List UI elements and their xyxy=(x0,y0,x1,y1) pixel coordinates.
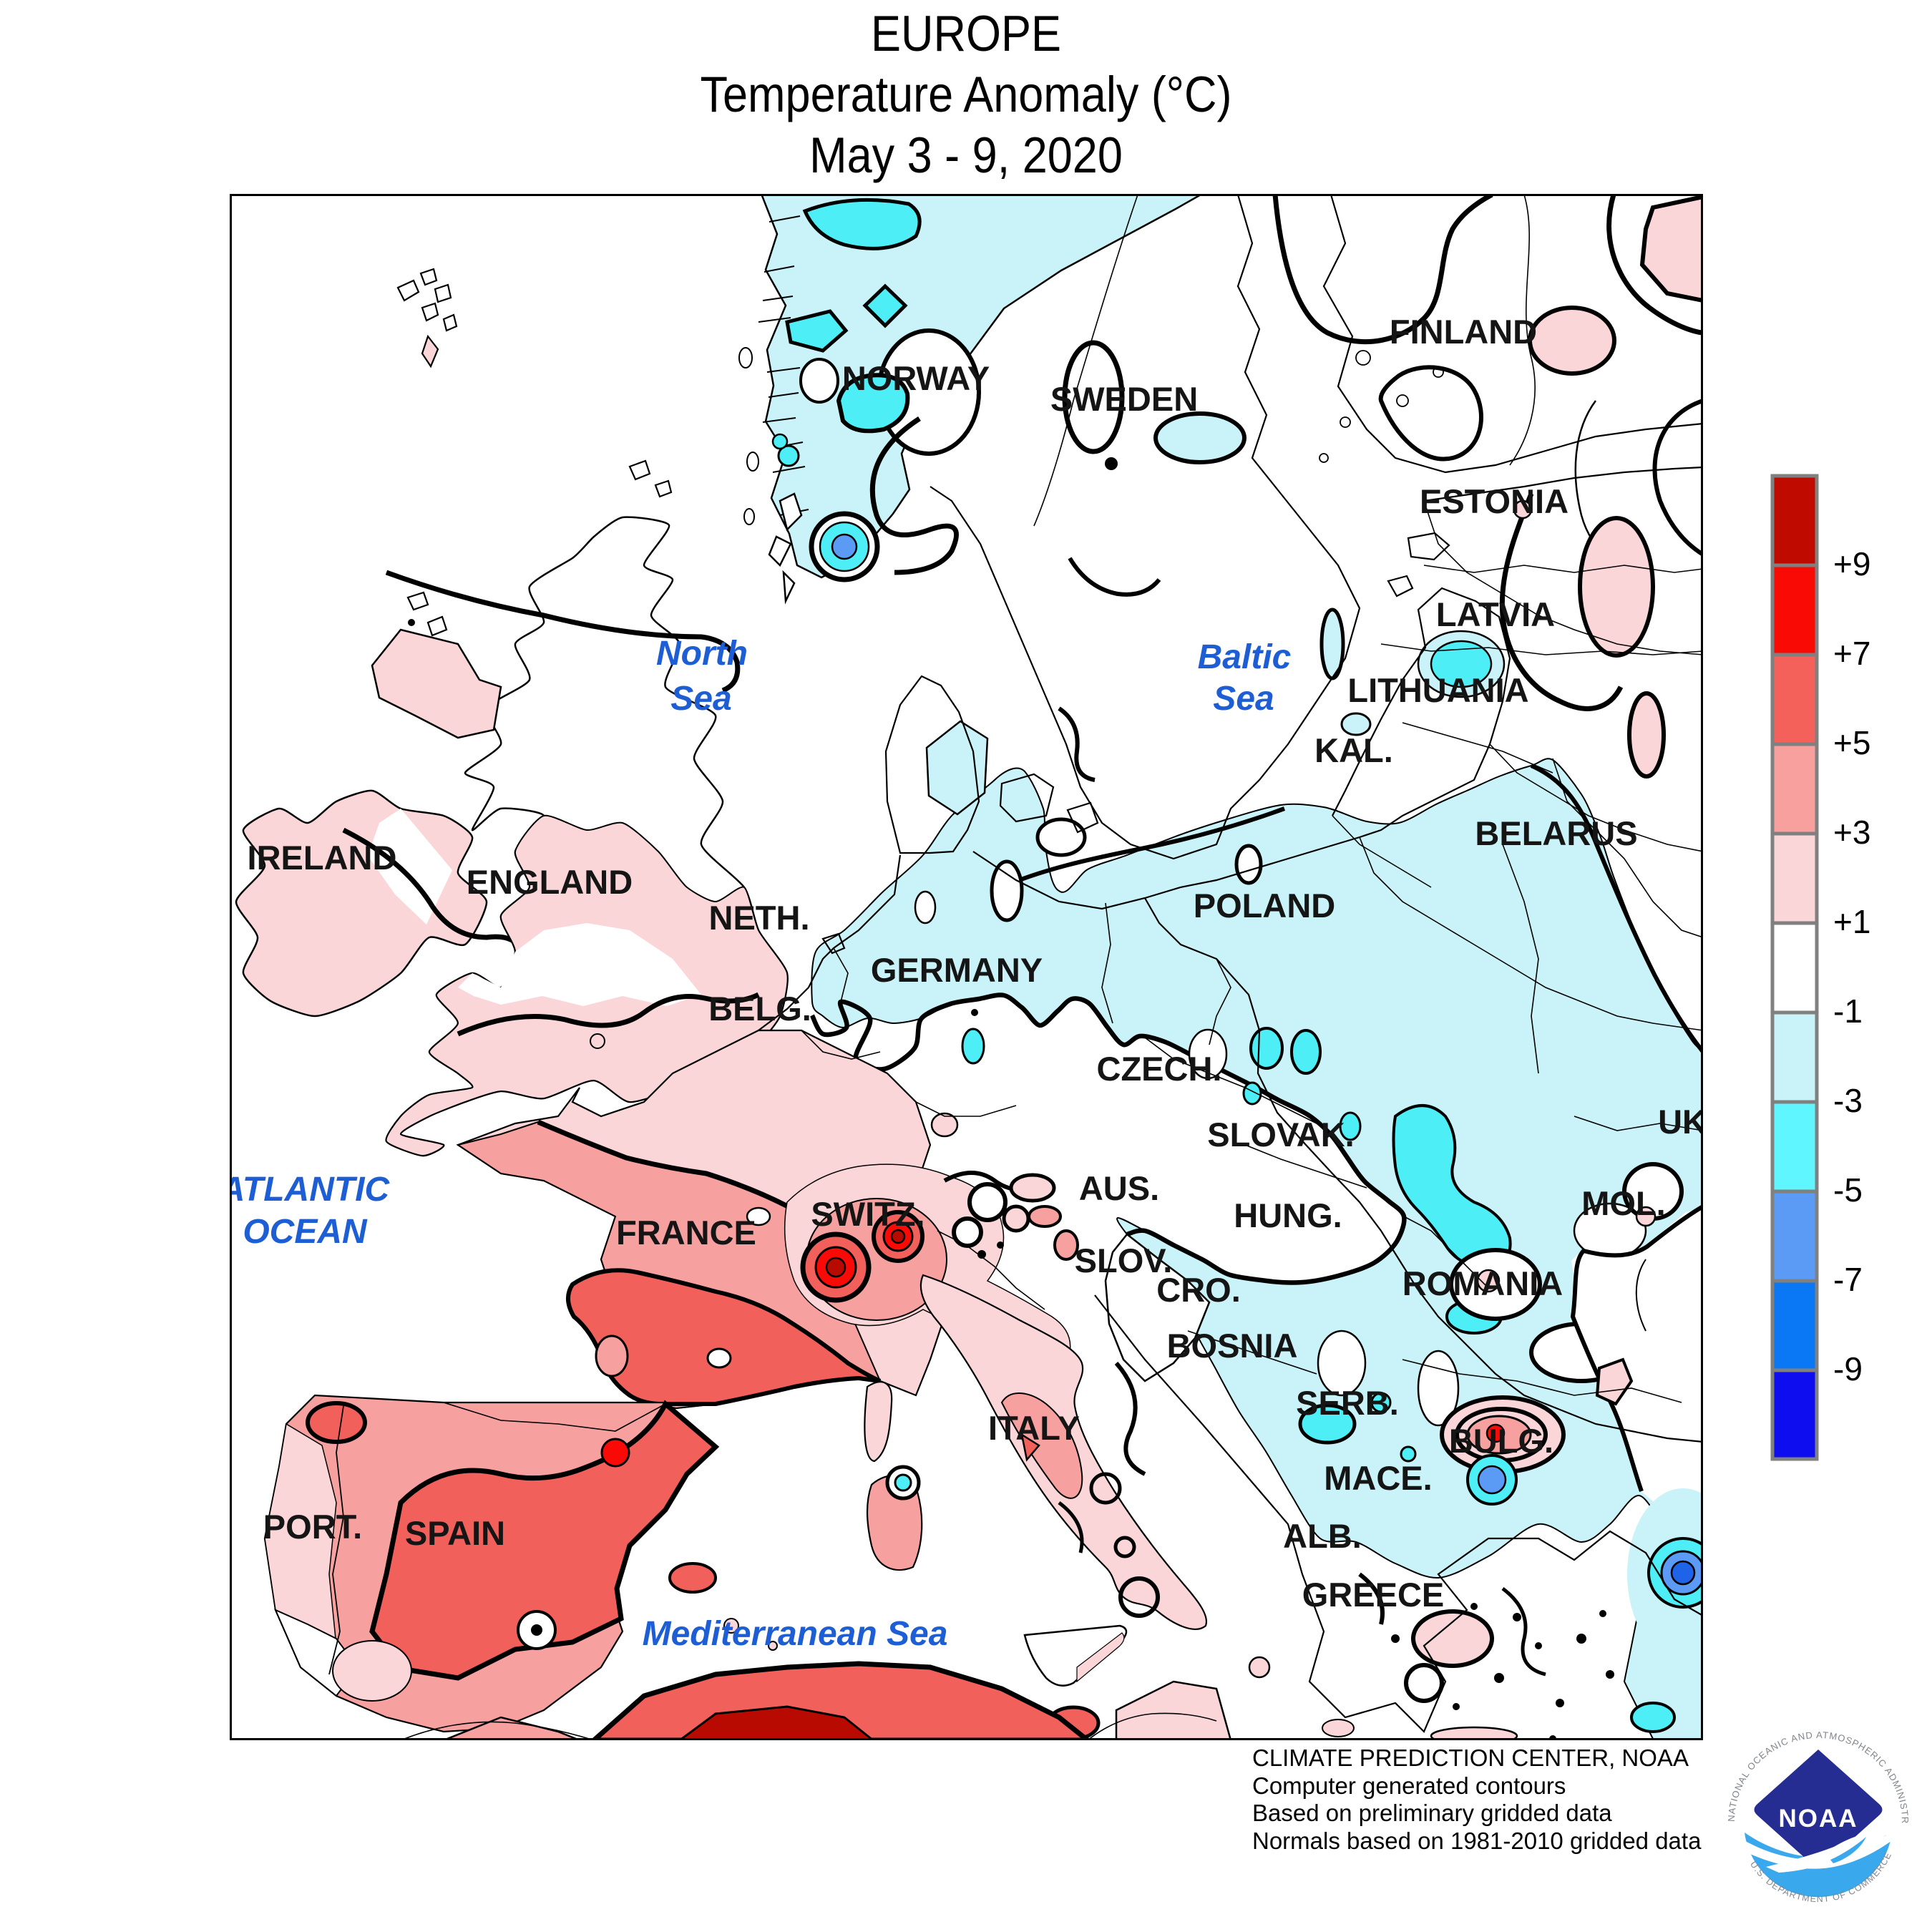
svg-text:SERB.: SERB. xyxy=(1296,1384,1399,1422)
svg-text:BELG.: BELG. xyxy=(708,990,811,1028)
svg-text:HUNG.: HUNG. xyxy=(1234,1196,1342,1234)
svg-text:NOAA: NOAA xyxy=(1778,1805,1858,1833)
svg-text:North: North xyxy=(656,635,748,673)
svg-text:ITALY: ITALY xyxy=(988,1409,1080,1447)
svg-text:CZECH.: CZECH. xyxy=(1097,1050,1222,1088)
svg-text:NORWAY: NORWAY xyxy=(842,359,990,397)
svg-text:Mediterranean Sea: Mediterranean Sea xyxy=(643,1615,948,1653)
svg-text:SWITZ.: SWITZ. xyxy=(811,1195,924,1233)
svg-text:Baltic: Baltic xyxy=(1198,638,1292,676)
svg-text:OCEAN: OCEAN xyxy=(243,1213,368,1251)
svg-text:ESTONIA: ESTONIA xyxy=(1420,482,1568,520)
svg-text:KAL.: KAL. xyxy=(1314,731,1393,769)
svg-text:LITHUANIA: LITHUANIA xyxy=(1347,671,1528,709)
svg-text:FINLAND: FINLAND xyxy=(1390,313,1537,351)
svg-text:ALB.: ALB. xyxy=(1283,1517,1362,1555)
svg-text:AUS.: AUS. xyxy=(1079,1169,1159,1207)
svg-text:SWEDEN: SWEDEN xyxy=(1050,380,1198,418)
svg-text:LATVIA: LATVIA xyxy=(1436,595,1555,633)
svg-text:UKR: UKR xyxy=(1658,1103,1703,1141)
svg-text:IRELAND: IRELAND xyxy=(248,839,397,877)
svg-text:SLOVAK.: SLOVAK. xyxy=(1207,1116,1354,1153)
svg-text:POLAND: POLAND xyxy=(1194,887,1335,924)
svg-text:BELARUS: BELARUS xyxy=(1475,814,1637,852)
svg-text:Sea: Sea xyxy=(670,680,731,718)
svg-text:NETH.: NETH. xyxy=(709,899,810,937)
svg-text:ENGLAND: ENGLAND xyxy=(467,863,633,901)
svg-text:GERMANY: GERMANY xyxy=(871,951,1043,989)
svg-text:Sea: Sea xyxy=(1213,680,1274,718)
svg-text:BOSNIA: BOSNIA xyxy=(1167,1327,1298,1365)
svg-text:MACE.: MACE. xyxy=(1324,1459,1432,1497)
svg-text:PORT.: PORT. xyxy=(263,1508,362,1546)
svg-text:SLOV.: SLOV. xyxy=(1075,1241,1173,1279)
svg-text:ATLANTIC: ATLANTIC xyxy=(230,1171,391,1209)
svg-text:ROMANIA: ROMANIA xyxy=(1402,1264,1563,1302)
svg-text:BULG.: BULG. xyxy=(1449,1422,1553,1460)
svg-text:FRANCE: FRANCE xyxy=(616,1214,756,1252)
svg-text:GREECE: GREECE xyxy=(1302,1576,1445,1614)
svg-text:MOL.: MOL. xyxy=(1581,1184,1665,1222)
svg-text:SPAIN: SPAIN xyxy=(405,1514,505,1552)
svg-text:CRO.: CRO. xyxy=(1156,1271,1241,1309)
